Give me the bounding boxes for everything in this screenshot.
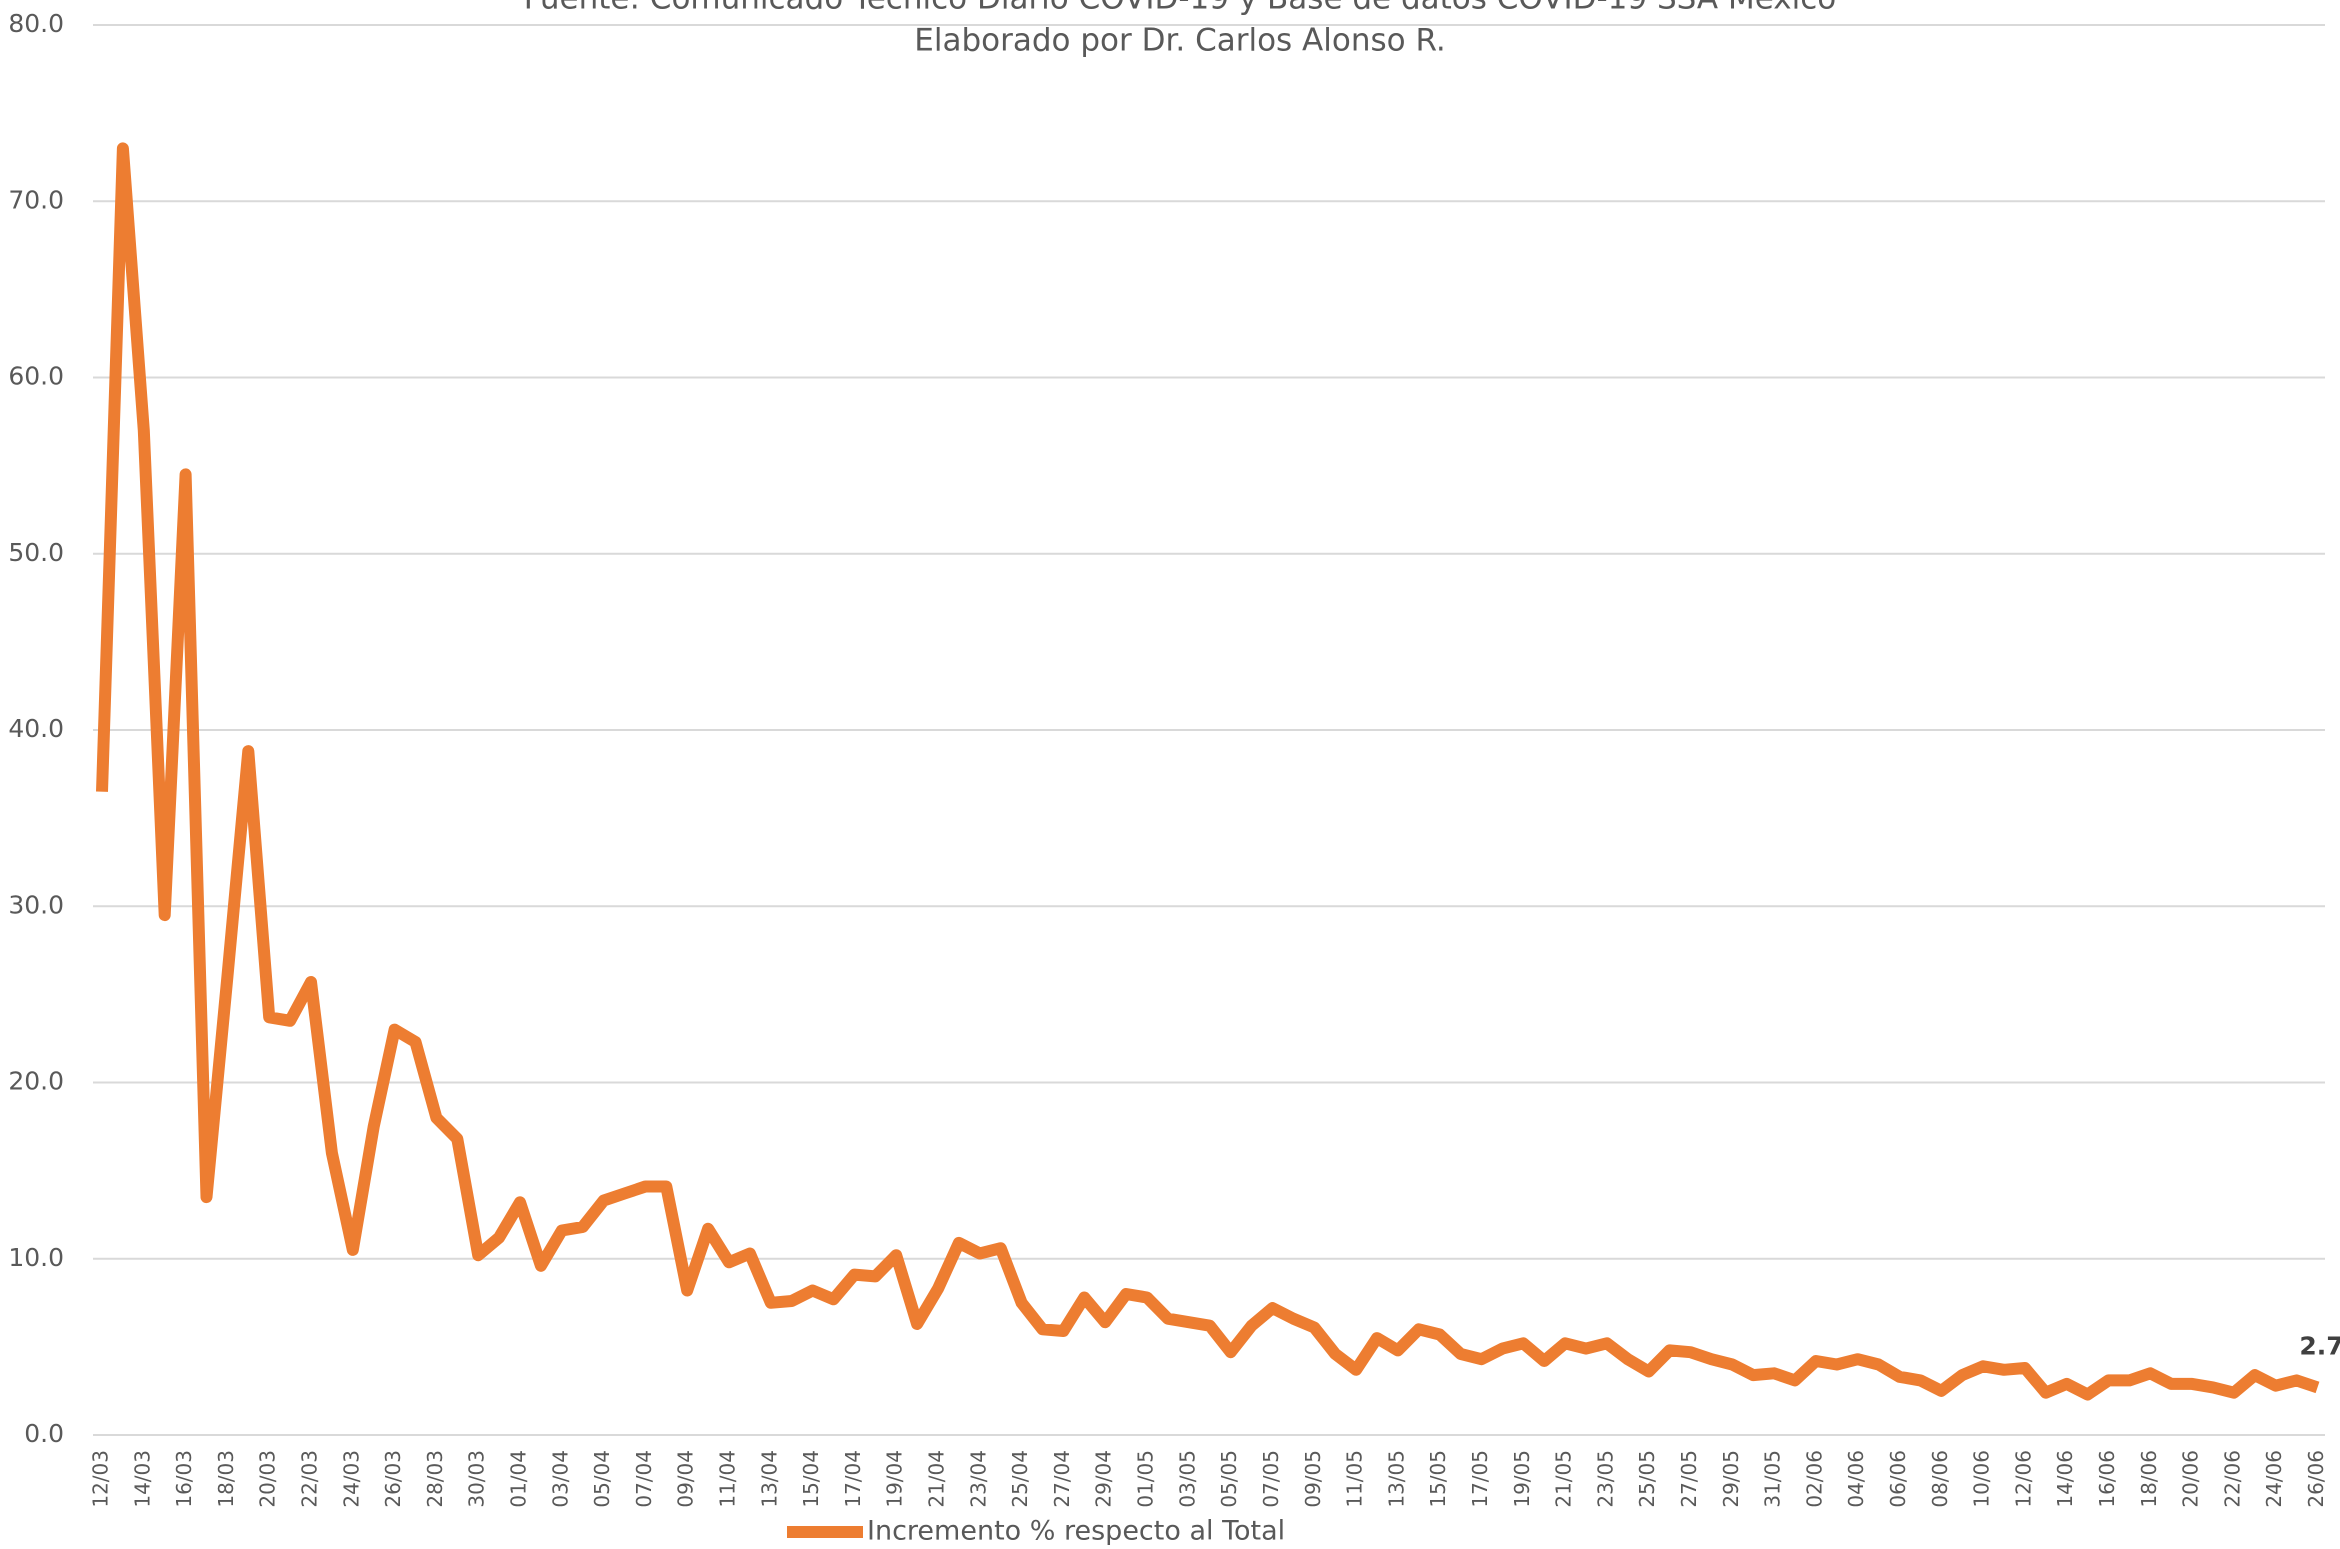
x-tick-label: 26/03	[381, 1450, 405, 1508]
x-tick-label: 13/04	[757, 1450, 781, 1508]
x-tick-label: 21/05	[1552, 1450, 1576, 1508]
y-tick-label: 30.0	[8, 890, 64, 919]
x-tick-label: 21/04	[925, 1450, 949, 1508]
data-line	[96, 142, 2320, 1401]
x-tick-label: 26/06	[2304, 1450, 2328, 1508]
x-tick-label: 11/04	[716, 1450, 740, 1508]
x-tick-label: 31/05	[1761, 1450, 1785, 1508]
x-tick-label: 07/05	[1259, 1450, 1283, 1508]
x-tick-label: 09/05	[1301, 1450, 1325, 1508]
x-tick-label: 09/04	[674, 1450, 698, 1508]
x-tick-label: 22/06	[2220, 1450, 2244, 1508]
x-tick-label: 29/04	[1092, 1450, 1116, 1508]
x-tick-label: 16/03	[172, 1450, 196, 1508]
x-tick-label: 24/06	[2262, 1450, 2286, 1508]
y-tick-label: 40.0	[8, 714, 64, 743]
x-tick-label: 01/05	[1134, 1450, 1158, 1508]
data-label: 2.7	[2299, 1331, 2340, 1360]
x-tick-label: 23/05	[1593, 1450, 1617, 1508]
x-tick-label: 20/03	[256, 1450, 280, 1508]
x-tick-label: 29/05	[1719, 1450, 1743, 1508]
x-tick-label: 27/05	[1677, 1450, 1701, 1508]
x-tick-label: 14/03	[130, 1450, 154, 1508]
x-tick-label: 19/05	[1510, 1450, 1534, 1508]
x-tick-label: 12/06	[2011, 1450, 2035, 1508]
x-tick-label: 13/05	[1384, 1450, 1408, 1508]
x-tick-label: 23/04	[966, 1450, 990, 1508]
x-tick-label: 18/06	[2137, 1450, 2161, 1508]
chart-title: Fuente: Comunicado Técnico Diario COVID-…	[524, 0, 1836, 17]
x-tick-label: 10/06	[1970, 1450, 1994, 1508]
x-tick-label: 25/04	[1008, 1450, 1032, 1508]
x-tick-label: 06/06	[1886, 1450, 1910, 1508]
chart-subtitle: Elaborado por Dr. Carlos Alonso R.	[914, 23, 1445, 59]
x-tick-label: 30/03	[465, 1450, 489, 1508]
x-tick-label: 11/05	[1343, 1450, 1367, 1508]
y-tick-label: 80.0	[8, 9, 64, 38]
x-tick-label: 15/05	[1426, 1450, 1450, 1508]
y-tick-label: 60.0	[8, 362, 64, 391]
x-tick-label: 14/06	[2053, 1450, 2077, 1508]
x-tick-label: 19/04	[883, 1450, 907, 1508]
x-tick-label: 28/03	[423, 1450, 447, 1508]
x-tick-label: 04/06	[1844, 1450, 1868, 1508]
x-tick-label: 01/04	[506, 1450, 530, 1508]
y-tick-label: 70.0	[8, 185, 64, 214]
y-tick-label: 10.0	[8, 1243, 64, 1272]
x-tick-label: 16/06	[2095, 1450, 2119, 1508]
x-tick-label: 18/03	[214, 1450, 238, 1508]
x-tick-label: 03/04	[548, 1450, 572, 1508]
x-tick-label: 17/05	[1468, 1450, 1492, 1508]
x-tick-label: 22/03	[297, 1450, 321, 1508]
x-tick-label: 02/06	[1802, 1450, 1826, 1508]
x-tick-label: 15/04	[799, 1450, 823, 1508]
x-tick-label: 05/04	[590, 1450, 614, 1508]
x-tick-label: 17/04	[841, 1450, 865, 1508]
x-tick-label: 03/05	[1175, 1450, 1199, 1508]
y-tick-label: 50.0	[8, 538, 64, 567]
y-tick-label: 20.0	[8, 1067, 64, 1096]
x-tick-label: 27/04	[1050, 1450, 1074, 1508]
x-tick-label: 05/05	[1217, 1450, 1241, 1508]
legend-label: Incremento % respecto al Total	[867, 1516, 1285, 1547]
x-tick-label: 20/06	[2179, 1450, 2203, 1508]
x-tick-label: 25/05	[1635, 1450, 1659, 1508]
x-tick-label: 07/04	[632, 1450, 656, 1508]
x-tick-label: 24/03	[339, 1450, 363, 1508]
x-tick-label: 12/03	[88, 1450, 112, 1508]
x-tick-label: 08/06	[1928, 1450, 1952, 1508]
y-tick-label: 0.0	[24, 1419, 64, 1448]
